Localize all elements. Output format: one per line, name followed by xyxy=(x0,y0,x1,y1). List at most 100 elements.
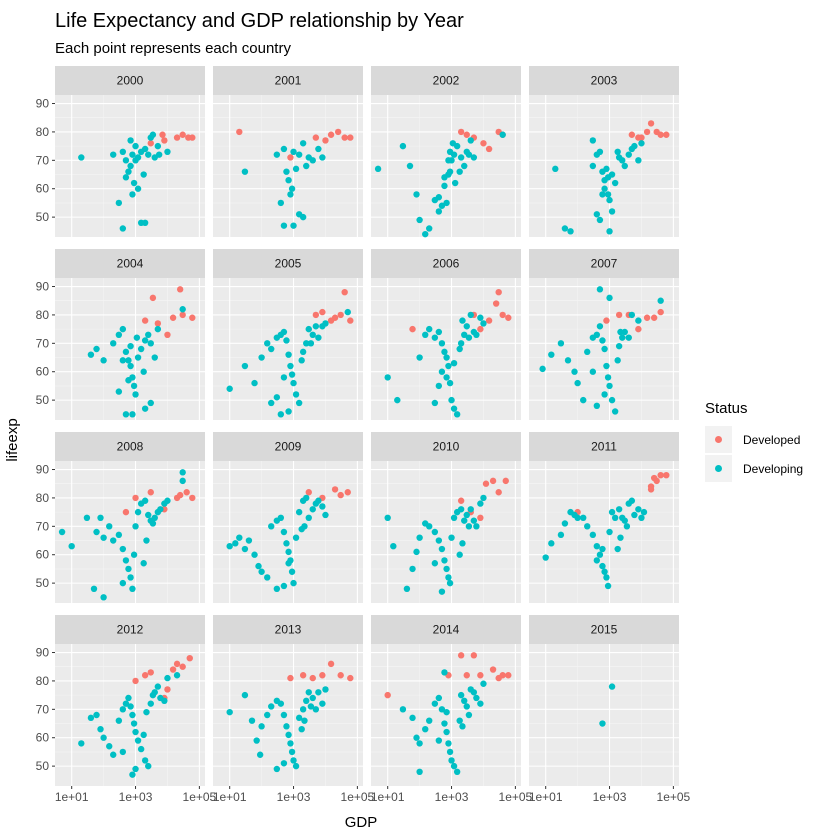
point-developed xyxy=(457,128,465,136)
point-developing xyxy=(438,340,446,347)
point-developing xyxy=(561,225,569,232)
point-developed xyxy=(287,674,294,682)
facet-strip xyxy=(213,615,363,644)
point-developing xyxy=(97,726,104,733)
point-developing xyxy=(465,151,473,158)
point-developing xyxy=(134,508,142,516)
facet-strip-label: 2001 xyxy=(275,74,302,88)
facet-panel-2012: 2012 50 60 70 80 90 1e+01 1e+03 1e+05 xyxy=(36,615,217,804)
point-developing xyxy=(426,325,433,333)
point-developed xyxy=(147,489,154,496)
y-tick-label: 90 xyxy=(36,463,50,477)
point-developing xyxy=(438,202,446,209)
point-developing xyxy=(601,345,608,353)
facet-panel-2001: 2001 xyxy=(213,66,363,237)
point-developed xyxy=(657,131,664,138)
point-developing xyxy=(154,683,162,690)
point-developing xyxy=(409,714,416,722)
x-tick-label: 1e+03 xyxy=(593,790,627,804)
point-developed xyxy=(169,666,177,673)
point-developing xyxy=(268,523,275,530)
point-developing xyxy=(445,362,452,370)
point-developing xyxy=(149,520,157,527)
point-developing xyxy=(290,148,297,155)
point-developing xyxy=(87,351,95,358)
y-tick-label: 60 xyxy=(36,548,50,562)
point-developing xyxy=(241,168,249,175)
point-developing xyxy=(453,768,461,775)
point-developing xyxy=(226,385,233,392)
point-developing xyxy=(593,211,601,218)
point-developing xyxy=(298,726,305,733)
point-developing xyxy=(422,230,429,238)
point-developing xyxy=(141,145,149,153)
point-developed xyxy=(305,489,312,496)
point-developing xyxy=(638,140,645,147)
point-developing xyxy=(589,162,597,170)
point-developed xyxy=(334,128,342,136)
point-developing xyxy=(480,494,487,502)
point-developed xyxy=(485,145,493,153)
point-developed xyxy=(176,286,184,293)
point-developed xyxy=(457,497,465,504)
point-developing xyxy=(309,506,316,513)
point-developing xyxy=(431,334,439,341)
point-developing xyxy=(431,399,439,407)
point-developed xyxy=(663,131,670,138)
y-tick-label: 60 xyxy=(36,731,50,745)
point-developing xyxy=(115,717,123,724)
legend-entry-developed: Developed xyxy=(705,426,800,453)
point-developing xyxy=(298,357,305,364)
point-developing xyxy=(456,551,463,558)
point-developing xyxy=(149,131,157,138)
point-developing xyxy=(303,494,310,502)
legend-title: Status xyxy=(705,400,748,417)
point-developing xyxy=(416,740,423,747)
point-developing xyxy=(461,517,468,524)
point-developing xyxy=(606,528,613,536)
point-developing xyxy=(241,691,249,699)
point-developing xyxy=(287,362,294,370)
point-developing xyxy=(127,162,134,170)
point-developed xyxy=(189,314,196,321)
point-developing xyxy=(413,734,420,741)
point-developing xyxy=(292,165,300,173)
point-developed xyxy=(347,674,354,682)
point-developing xyxy=(617,534,624,541)
point-developing xyxy=(141,497,149,504)
point-developing xyxy=(154,325,162,333)
point-developing xyxy=(93,528,100,536)
point-developing xyxy=(557,340,565,347)
point-developing xyxy=(143,537,150,544)
point-developing xyxy=(248,717,256,724)
point-developing xyxy=(307,703,315,710)
point-developed xyxy=(169,314,177,321)
point-developing xyxy=(119,225,127,232)
point-developing xyxy=(100,734,107,741)
point-developing xyxy=(132,142,139,150)
y-axis-title: lifeexp xyxy=(4,418,21,461)
x-tick-label: 1e+01 xyxy=(529,790,563,804)
point-developing xyxy=(621,162,628,170)
point-developing xyxy=(288,748,296,756)
point-developing xyxy=(287,191,294,198)
point-developing xyxy=(480,680,487,687)
point-developing xyxy=(299,213,307,221)
point-developing xyxy=(301,523,308,530)
point-developing xyxy=(564,357,572,364)
legend-key-developed xyxy=(715,436,722,443)
point-developing xyxy=(422,726,429,733)
point-developing xyxy=(470,517,478,524)
point-developing xyxy=(608,683,616,690)
point-developed xyxy=(322,137,329,144)
point-developing xyxy=(100,357,107,364)
point-developing xyxy=(589,137,597,144)
point-developing xyxy=(133,334,141,341)
point-developing xyxy=(129,411,136,418)
point-developing xyxy=(125,357,132,364)
panel-background xyxy=(213,461,363,603)
point-developing xyxy=(130,720,138,727)
point-developing xyxy=(119,706,127,713)
point-developing xyxy=(589,368,597,375)
facet-strip-label: 2004 xyxy=(117,257,144,271)
